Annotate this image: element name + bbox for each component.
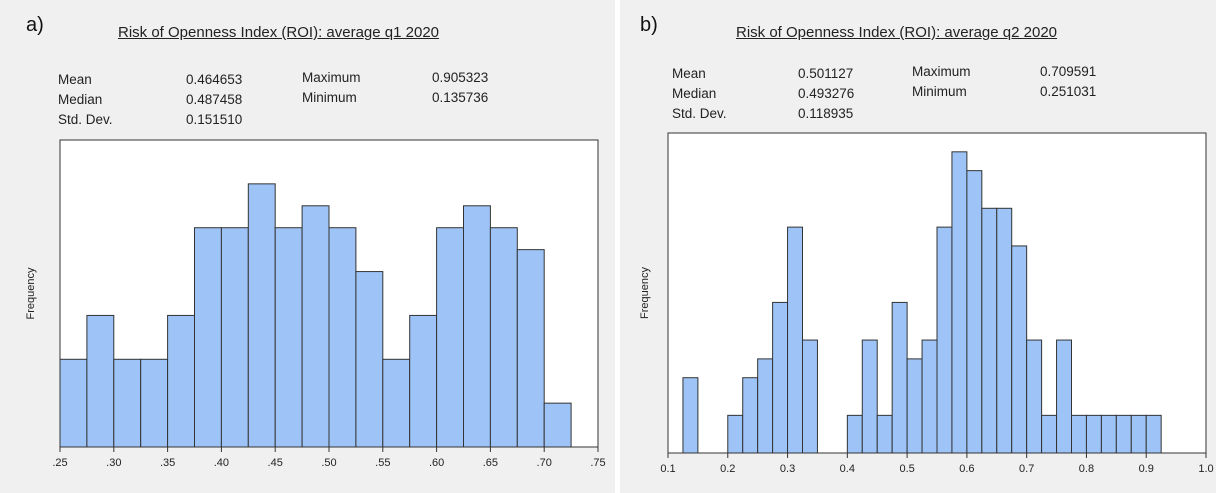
histogram-bar bbox=[906, 358, 923, 454]
histogram-bar bbox=[742, 377, 759, 454]
histogram-bar bbox=[409, 314, 438, 448]
histogram-bar bbox=[463, 205, 491, 448]
histogram-bar bbox=[1011, 245, 1028, 454]
chart-title-b: Risk of Openness Index (ROI): average q2… bbox=[736, 24, 1058, 41]
x-tick-label: 0.4 bbox=[840, 463, 855, 475]
x-tick-label: 0.8 bbox=[1079, 463, 1094, 475]
x-tick-label: 0.1 bbox=[660, 463, 675, 475]
histogram-bar bbox=[382, 358, 411, 448]
histogram-bar bbox=[113, 358, 142, 448]
histogram-bar bbox=[436, 227, 465, 448]
stat-sd-value-b: 0.118935 bbox=[798, 106, 854, 121]
x-tick-label: .45 bbox=[268, 457, 283, 469]
stat-median-value-a: 0.487458 bbox=[186, 92, 243, 107]
stat-median-label-a: Median bbox=[58, 92, 103, 107]
stat-mean-value-a: 0.464653 bbox=[186, 72, 243, 87]
x-tick-label: 0.5 bbox=[899, 463, 914, 475]
stat-sd-label-a: Std. Dev. bbox=[58, 112, 113, 127]
histogram-bar bbox=[86, 314, 115, 448]
chart-panel-a: a) Risk of Openness Index (ROI): average… bbox=[0, 0, 615, 493]
histogram-bar bbox=[1145, 414, 1162, 454]
x-tick-label: 0.7 bbox=[1019, 463, 1034, 475]
histogram-bar bbox=[1085, 414, 1102, 454]
histogram-bar bbox=[167, 314, 196, 448]
x-tick-label: .60 bbox=[429, 457, 444, 469]
x-tick-label: .25 bbox=[52, 457, 67, 469]
histogram-bar bbox=[355, 271, 384, 448]
stat-max-value-b: 0.709591 bbox=[1040, 64, 1097, 79]
stat-max-value-a: 0.905323 bbox=[432, 70, 489, 85]
histogram-bar bbox=[757, 358, 774, 454]
histogram-bar bbox=[772, 301, 789, 454]
panel-label-a: a) bbox=[26, 14, 44, 36]
x-tick-label: .50 bbox=[321, 457, 336, 469]
histogram-bar bbox=[194, 227, 222, 448]
histogram-bar bbox=[220, 227, 249, 448]
histogram-b: 0.1 0.2 0.3 0.4 0.5 0.6 0.7 0.8 0.9 1.0 Frequency bbox=[639, 132, 1214, 475]
y-axis-label: Frequency bbox=[25, 267, 37, 319]
histogram-bar bbox=[516, 249, 545, 448]
x-tick-label: .35 bbox=[160, 457, 175, 469]
histogram-bar bbox=[876, 414, 893, 454]
x-tick-label: 0.9 bbox=[1139, 463, 1154, 475]
y-axis-label: Frequency bbox=[639, 267, 651, 319]
panel-label-b: b) bbox=[640, 14, 658, 36]
histogram-bar bbox=[274, 227, 303, 448]
histogram-bar bbox=[981, 207, 998, 454]
x-tick-label: 0.2 bbox=[720, 463, 735, 475]
histogram-bar bbox=[247, 183, 276, 448]
histogram-bar bbox=[936, 226, 953, 454]
stat-median-value-b: 0.493276 bbox=[798, 86, 855, 101]
histogram-bar bbox=[921, 339, 938, 454]
x-tick-label: .75 bbox=[590, 457, 605, 469]
stat-sd-label-b: Std. Dev. bbox=[672, 106, 727, 121]
histogram-bar bbox=[891, 301, 908, 454]
histogram-bar bbox=[59, 358, 88, 448]
histogram-a: .25 .30 .35 .40 .45 .50 .55 .60 .65 .70 .75 Frequen… bbox=[25, 139, 606, 469]
histogram-bar bbox=[861, 339, 878, 454]
histogram-bar bbox=[996, 207, 1013, 454]
histogram-bar bbox=[966, 170, 983, 454]
histogram-bar bbox=[846, 414, 863, 454]
histogram-bar bbox=[1130, 414, 1147, 454]
histogram-bar bbox=[787, 226, 804, 454]
chart-panel-b: b) Risk of Openness Index (ROI): average… bbox=[620, 0, 1216, 493]
histogram-bar bbox=[1100, 414, 1117, 454]
histogram-bar bbox=[140, 358, 169, 448]
stat-min-label-a: Minimum bbox=[302, 90, 357, 105]
histogram-bar bbox=[802, 339, 818, 454]
stat-min-value-b: 0.251031 bbox=[1040, 84, 1097, 99]
x-tick-label: 1.0 bbox=[1198, 463, 1213, 475]
histogram-bar bbox=[489, 227, 518, 448]
stat-min-value-a: 0.135736 bbox=[432, 90, 489, 105]
x-tick-label: 0.3 bbox=[780, 463, 795, 475]
stat-sd-value-a: 0.151510 bbox=[186, 112, 243, 127]
histogram-bar bbox=[1026, 339, 1043, 454]
histogram-bar bbox=[951, 151, 968, 454]
x-tick-label: 0.6 bbox=[959, 463, 974, 475]
histogram-bar bbox=[727, 414, 744, 454]
stat-max-label-b: Maximum bbox=[912, 64, 971, 79]
stat-min-label-b: Minimum bbox=[912, 84, 967, 99]
stat-mean-label-a: Mean bbox=[58, 72, 92, 87]
histogram-bar bbox=[1071, 414, 1087, 454]
histogram-bar bbox=[301, 205, 330, 448]
x-tick-label: .30 bbox=[106, 457, 121, 469]
x-tick-label: .55 bbox=[375, 457, 390, 469]
histogram-bar bbox=[543, 402, 572, 448]
x-tick-label: .65 bbox=[483, 457, 498, 469]
stat-mean-value-b: 0.501127 bbox=[798, 66, 854, 81]
x-tick-label: .70 bbox=[537, 457, 552, 469]
stat-max-label-a: Maximum bbox=[302, 70, 361, 85]
plot-frame bbox=[667, 132, 1207, 454]
x-tick-label: .40 bbox=[214, 457, 229, 469]
histogram-bar bbox=[1056, 339, 1072, 454]
chart-title-a: Risk of Openness Index (ROI): average q1… bbox=[118, 24, 440, 41]
histogram-bar bbox=[328, 227, 357, 448]
histogram-bar bbox=[1115, 414, 1132, 454]
stat-median-label-b: Median bbox=[672, 86, 717, 101]
stat-mean-label-b: Mean bbox=[672, 66, 706, 81]
histogram-bar bbox=[1041, 414, 1058, 454]
histogram-bar bbox=[682, 377, 699, 454]
